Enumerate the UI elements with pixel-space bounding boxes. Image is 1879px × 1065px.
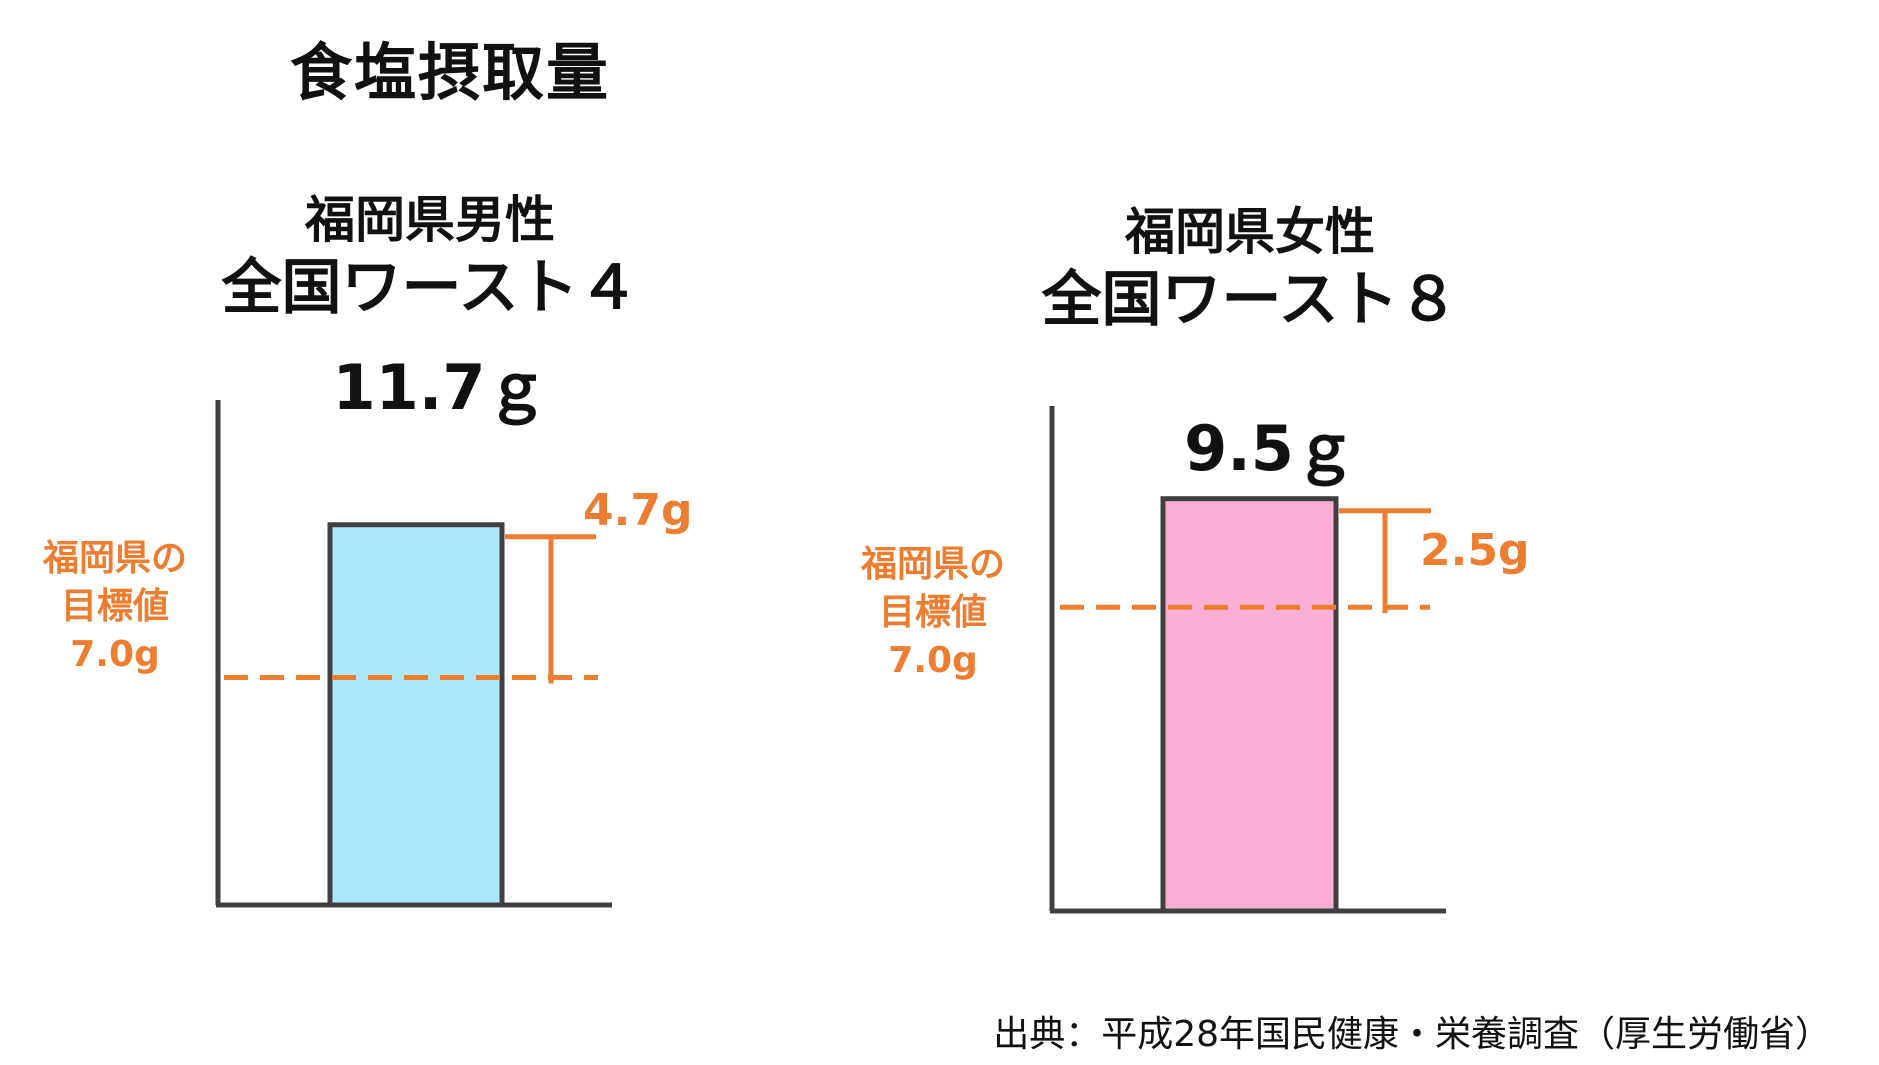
male-heading-line2: 全国ワースト４ xyxy=(221,253,639,323)
female-heading-line1: 福岡県女性 xyxy=(1125,203,1375,261)
male-difference-label: 4.7g xyxy=(583,485,693,536)
female-bar xyxy=(1160,496,1339,914)
chart-title: 食塩摂取量 xyxy=(289,36,610,109)
female-value-label: 9.5ｇ xyxy=(1184,412,1356,485)
female-target-line2: 目標値 xyxy=(878,592,987,633)
female-target-label: 福岡県の 目標値 7.0g xyxy=(838,541,1028,685)
male-target-line1: 福岡県の xyxy=(42,538,187,579)
male-value-label: 11.7ｇ xyxy=(332,351,548,424)
female-target-line3: 7.0g xyxy=(888,640,978,681)
female-difference-label: 2.5g xyxy=(1420,525,1530,576)
source-note: 出典：平成28年国民健康・栄養調査（厚生労働省） xyxy=(993,1014,1831,1055)
female-target-line1: 福岡県の xyxy=(860,544,1005,585)
female-heading: 福岡県女性 全国ワースト８ xyxy=(1000,200,1500,336)
male-heading: 福岡県男性 全国ワースト４ xyxy=(170,188,690,324)
male-heading-line1: 福岡県男性 xyxy=(305,191,555,249)
male-target-line3: 7.0g xyxy=(70,634,160,675)
male-bar xyxy=(327,522,505,908)
female-heading-line2: 全国ワースト８ xyxy=(1041,265,1459,335)
male-target-label: 福岡県の 目標値 7.0g xyxy=(20,535,210,679)
male-target-line2: 目標値 xyxy=(60,586,169,627)
